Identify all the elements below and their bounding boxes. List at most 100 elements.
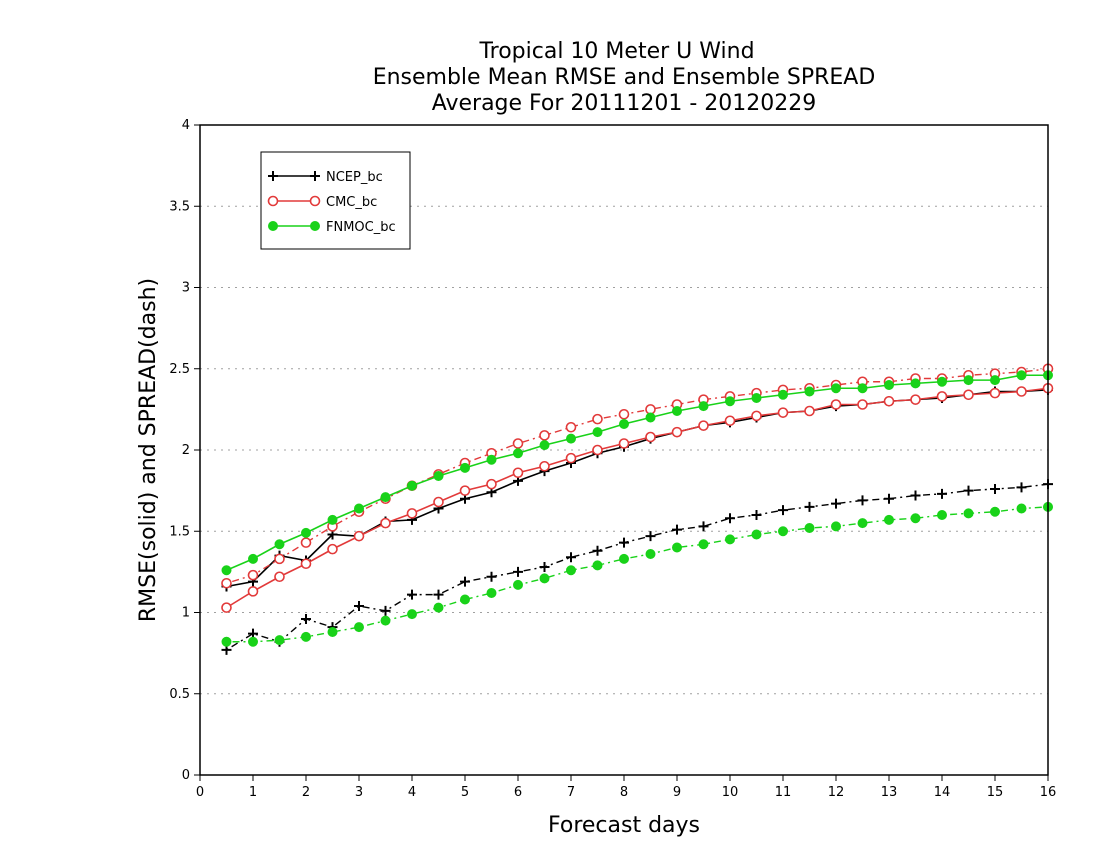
ncep-bc-spread-point — [645, 531, 656, 542]
cmc-bc-spread-point — [512, 438, 524, 449]
cmc-bc-rmse-point — [512, 467, 524, 479]
x-tick-label: 1 — [249, 785, 257, 800]
fnmoc-bc-rmse-point — [831, 383, 841, 394]
chart-title-line-1: Tropical 10 Meter U Wind — [478, 39, 754, 64]
x-tick-label: 7 — [567, 785, 575, 800]
cmc-bc-rmse-point — [221, 602, 232, 613]
ncep-bc-spread-point — [1016, 482, 1027, 493]
ncep-bc-spread-point — [301, 614, 311, 624]
fnmoc-bc-rmse-point — [725, 396, 735, 407]
ncep-bc-spread-point — [433, 589, 444, 600]
series-layer — [221, 363, 1054, 655]
fnmoc-bc-spread-point — [327, 627, 338, 637]
cmc-bc-rmse-point — [618, 438, 630, 449]
fnmoc-bc-rmse-point — [380, 492, 391, 503]
fnmoc-bc-rmse-point — [910, 378, 921, 389]
fnmoc-bc-spread-point — [831, 521, 841, 532]
fnmoc-bc-rmse-point — [486, 454, 497, 465]
ncep-bc-spread-point — [884, 493, 894, 504]
legend-marker-fnmoc-bc — [310, 221, 320, 231]
cmc-bc-rmse-point — [380, 517, 391, 529]
cmc-bc-spread-point — [565, 421, 577, 433]
ncep-bc-spread-point — [513, 566, 523, 577]
y-axis-label: RMSE(solid) and SPREAD(dash) — [136, 278, 161, 622]
fnmoc-bc-spread-point — [513, 579, 523, 590]
fnmoc-bc-rmse-point — [433, 471, 444, 481]
cmc-bc-rmse-point — [751, 410, 762, 422]
y-tick-label: 3 — [182, 281, 190, 296]
fnmoc-bc-spread-point — [884, 514, 894, 525]
fnmoc-bc-rmse-point — [990, 375, 1000, 386]
fnmoc-bc-spread-point — [407, 609, 417, 620]
cmc-bc-rmse-point — [936, 391, 948, 402]
legend-marker-ncep-bc — [310, 171, 320, 181]
x-axis-label: Forecast days — [548, 813, 700, 838]
y-tick-label: 3.5 — [169, 199, 190, 214]
cmc-bc-rmse-point — [486, 478, 497, 490]
cmc-bc-rmse-point — [1016, 386, 1027, 397]
legend-marker-cmc-bc — [309, 195, 321, 207]
ncep-bc-spread-point — [804, 501, 815, 512]
cmc-bc-rmse-point — [433, 496, 444, 508]
ncep-bc-spread-point — [857, 495, 868, 506]
ncep-bc-spread-point — [619, 537, 629, 548]
cmc-bc-rmse-point — [698, 420, 709, 431]
cmc-bc-rmse-point — [565, 452, 577, 464]
cmc-bc-spread-point — [539, 430, 550, 441]
fnmoc-bc-rmse-point — [884, 380, 894, 390]
chart-title-line-3: Average For 20111201 - 20120229 — [432, 91, 817, 116]
ncep-bc-spread-point — [592, 545, 603, 556]
x-tick-label: 8 — [620, 785, 628, 800]
fnmoc-bc-rmse-point — [513, 448, 523, 459]
fnmoc-bc-rmse-point — [407, 480, 417, 491]
fnmoc-bc-spread-point — [354, 622, 364, 633]
fnmoc-bc-spread-point — [990, 506, 1000, 517]
y-tick-label: 2 — [182, 443, 190, 458]
fnmoc-bc-rmse-point — [857, 383, 868, 394]
x-tick-label: 9 — [673, 785, 681, 800]
cmc-bc-spread-point — [300, 537, 312, 548]
x-tick-label: 5 — [461, 785, 469, 800]
fnmoc-bc-spread-point — [221, 636, 232, 647]
fnmoc-bc-spread-point — [433, 602, 444, 613]
fnmoc-bc-rmse-point — [539, 440, 550, 451]
x-tick-label: 16 — [1040, 785, 1057, 800]
x-tick-label: 6 — [514, 785, 522, 800]
fnmoc-bc-rmse-point — [645, 412, 656, 423]
ncep-bc-spread-point — [990, 484, 1000, 494]
cmc-bc-rmse-point — [963, 389, 974, 401]
fnmoc-bc-rmse-point — [592, 427, 603, 438]
x-tick-label: 10 — [722, 785, 739, 800]
fnmoc-bc-spread-point — [751, 529, 762, 540]
x-tick-label: 2 — [302, 785, 310, 800]
y-tick-label: 0.5 — [169, 687, 190, 702]
fnmoc-bc-spread-point — [619, 553, 629, 564]
fnmoc-bc-rmse-point — [221, 565, 232, 576]
ncep-bc-spread-point — [778, 505, 788, 516]
legend-marker-cmc-bc — [267, 195, 279, 207]
y-tick-label: 1 — [182, 606, 190, 621]
legend-label-fnmoc-bc: FNMOC_bc — [326, 220, 396, 235]
ncep-bc-spread-point — [460, 576, 470, 587]
y-tick-label: 0 — [182, 768, 190, 783]
cmc-bc-spread-point — [592, 413, 603, 425]
fnmoc-bc-rmse-point — [566, 433, 576, 444]
ncep-bc-spread-point — [672, 524, 682, 535]
x-tick-label: 12 — [828, 785, 845, 800]
fnmoc-bc-spread-point — [857, 518, 868, 529]
y-tick-label: 4 — [182, 118, 190, 133]
ncep-bc-spread-line — [226, 483, 1049, 651]
fnmoc-bc-rmse-point — [301, 527, 311, 538]
ncep-bc-spread-point — [751, 510, 762, 520]
fnmoc-bc-spread-point — [645, 549, 656, 559]
ncep-bc-spread-point — [725, 513, 735, 524]
cmc-bc-rmse-point — [910, 394, 921, 405]
fnmoc-bc-spread-point — [248, 636, 258, 647]
cmc-bc-rmse-point — [989, 387, 1001, 399]
fnmoc-bc-spread-line — [226, 506, 1049, 643]
fnmoc-bc-spread-point — [539, 573, 550, 584]
cmc-bc-rmse-point — [724, 415, 736, 427]
fnmoc-bc-spread-point — [592, 560, 603, 571]
axis-ticks: 00.511.522.533.540 1 2 3 4 5 6 7 8 9 10 11 12 13 14 15 1… — [169, 118, 1056, 800]
